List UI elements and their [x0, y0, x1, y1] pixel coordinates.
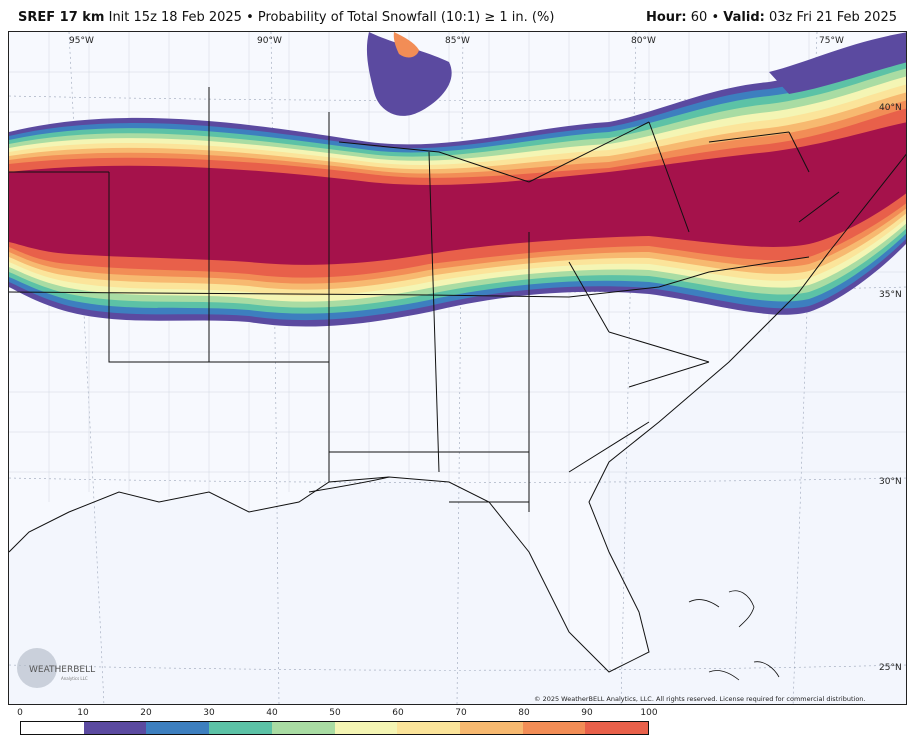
product-name: Probability of Total Snowfall (10:1)	[257, 10, 481, 25]
colorbar-swatch	[459, 722, 523, 734]
colorbar-swatch	[21, 722, 84, 734]
tick-10: 10	[77, 708, 89, 718]
separator: •	[246, 10, 254, 25]
tick-40: 40	[266, 708, 278, 718]
band-100	[9, 122, 906, 265]
tick-90: 90	[581, 708, 593, 718]
colorbar-swatch	[334, 722, 398, 734]
coastline	[9, 153, 906, 673]
lat-label-35: 35°N	[879, 290, 902, 300]
tick-70: 70	[455, 708, 467, 718]
tick-20: 20	[140, 708, 152, 718]
band-north-blob	[366, 32, 452, 116]
hour-value: 60	[690, 10, 708, 25]
logo-text: WEATHERBELL	[29, 665, 95, 675]
weatherbell-logo: WEATHERBELL Analytics LLC	[17, 648, 95, 688]
tick-80: 80	[518, 708, 530, 718]
colorbar	[20, 721, 649, 735]
bahamas	[688, 590, 780, 681]
map-svg: 95°W 90°W 85°W 80°W 75°W 40°N 35°N 30°N …	[9, 32, 906, 704]
lon-label-90: 90°W	[257, 36, 282, 46]
threshold: ≥ 1 in. (%)	[484, 10, 555, 25]
colorbar-swatch	[146, 722, 210, 734]
copyright: © 2025 WeatherBELL Analytics, LLC. All r…	[534, 695, 865, 703]
lon-label-80: 80°W	[631, 36, 656, 46]
band-north-core	[393, 32, 419, 58]
colorbar-swatch	[585, 722, 649, 734]
colorbar-swatch	[83, 722, 147, 734]
separator-2: •	[711, 10, 720, 25]
state-borders	[9, 87, 840, 512]
lon-label-95: 95°W	[69, 36, 94, 46]
lat-label-40: 40°N	[879, 103, 902, 113]
colorbar-swatch	[522, 722, 586, 734]
hour-label: Hour:	[645, 10, 687, 25]
header: SREF 17 km Init 15z 18 Feb 2025 • Probab…	[0, 0, 913, 30]
map-panel: 95°W 90°W 85°W 80°W 75°W 40°N 35°N 30°N …	[8, 31, 907, 705]
colorbar-swatch	[397, 722, 460, 734]
valid-info: Hour: 60 • Valid: 03z Fri 21 Feb 2025	[646, 10, 897, 25]
title: SREF 17 km Init 15z 18 Feb 2025 • Probab…	[18, 10, 554, 25]
lat-label-30: 30°N	[879, 477, 902, 487]
colorbar-ticks: 0 10 20 30 40 50 60 70 80 90 100	[17, 708, 657, 720]
tick-100: 100	[640, 708, 658, 718]
tick-30: 30	[203, 708, 215, 718]
lon-label-75: 75°W	[819, 36, 844, 46]
valid-label: Valid:	[723, 10, 765, 25]
lon-label-85: 85°W	[445, 36, 470, 46]
colorbar-swatch	[209, 722, 272, 734]
tick-60: 60	[392, 708, 404, 718]
model-name: SREF 17 km	[18, 10, 105, 25]
tick-0: 0	[17, 708, 23, 718]
probability-field	[9, 32, 906, 327]
tick-50: 50	[329, 708, 341, 718]
logo-subtext: Analytics LLC	[61, 676, 88, 681]
valid-value: 03z Fri 21 Feb 2025	[768, 10, 897, 25]
lat-label-25: 25°N	[879, 663, 902, 673]
band-ne	[769, 32, 906, 94]
colorbar-swatch	[271, 722, 335, 734]
init-time: Init 15z 18 Feb 2025	[108, 10, 242, 25]
